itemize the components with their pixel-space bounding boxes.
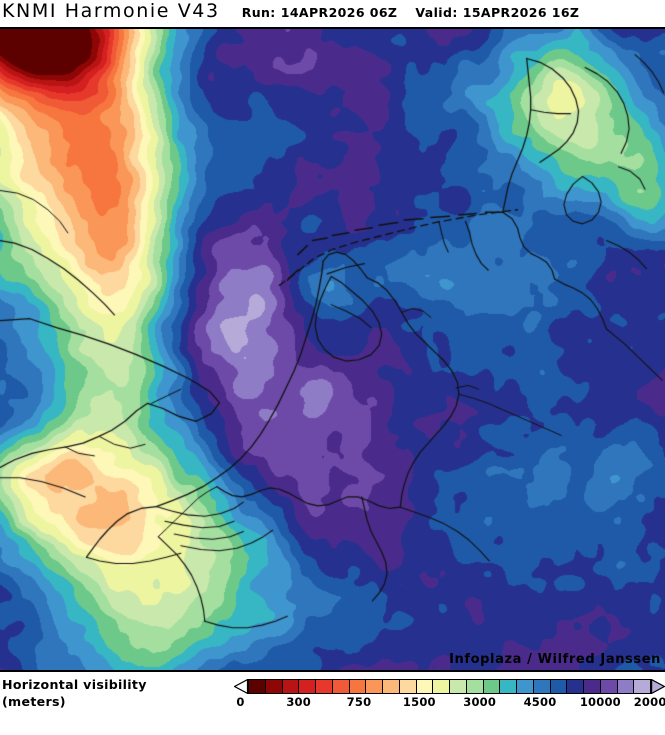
colorbar-tick-label: 20000 bbox=[633, 695, 665, 709]
left-triangle-cap-icon bbox=[234, 679, 248, 694]
colorbar-swatch bbox=[249, 680, 266, 693]
colorbar-swatch bbox=[332, 680, 350, 693]
colorbar-swatch bbox=[366, 680, 383, 693]
colorbar-swatch bbox=[533, 680, 551, 693]
model-title: KNMI Harmonie V43 bbox=[2, 0, 220, 22]
colorbar-tick-label: 10000 bbox=[579, 695, 621, 709]
visibility-map[interactable]: Infoplaza / Wilfred Janssen bbox=[0, 27, 665, 672]
right-triangle-cap-icon bbox=[651, 679, 665, 694]
colorbar-swatch bbox=[466, 680, 484, 693]
colorbar-swatches bbox=[248, 679, 651, 694]
colorbar-swatch bbox=[500, 680, 517, 693]
colorbar-swatch bbox=[483, 680, 501, 693]
colorbar-tick-label: 4500 bbox=[523, 695, 557, 709]
colorbar-swatch bbox=[517, 680, 534, 693]
colorbar-swatch bbox=[550, 680, 568, 693]
colorbar-tick-label: 750 bbox=[346, 695, 372, 709]
colorbar-swatch bbox=[433, 680, 450, 693]
valid-value: 15APR2026 16Z bbox=[462, 5, 580, 20]
colorbar-swatch bbox=[450, 680, 467, 693]
colorbar-swatch bbox=[399, 680, 417, 693]
colorbar-swatch bbox=[634, 680, 650, 693]
run-value: 14APR2026 06Z bbox=[280, 5, 398, 20]
colorbar-swatch bbox=[584, 680, 601, 693]
colorbar-area: 0 300 750 1500 3000 4500 10000 20000 bbox=[234, 676, 665, 724]
legend-title-line2: (meters) bbox=[2, 694, 66, 709]
header-bar: KNMI Harmonie V43 Run: 14APR2026 06Z Val… bbox=[0, 0, 665, 27]
map-raster bbox=[0, 29, 665, 670]
colorbar-swatch bbox=[265, 680, 283, 693]
colorbar-tick-label: 300 bbox=[286, 695, 311, 709]
colorbar-tick-label: 3000 bbox=[463, 695, 497, 709]
legend-title: Horizontal visibility (meters) bbox=[0, 676, 234, 710]
colorbar-legend: Horizontal visibility (meters) 0 300 750 15… bbox=[0, 672, 665, 733]
colorbar-swatch bbox=[567, 680, 584, 693]
colorbar-swatch bbox=[299, 680, 316, 693]
run-label: Run: bbox=[241, 5, 276, 20]
colorbar-swatch bbox=[416, 680, 434, 693]
colorbar-tick-label: 0 bbox=[236, 695, 245, 709]
colorbar-swatch bbox=[316, 680, 333, 693]
colorbar-swatch bbox=[282, 680, 300, 693]
colorbar-ticks: 0 300 750 1500 3000 4500 10000 20000 bbox=[234, 695, 665, 711]
colorbar-swatch bbox=[617, 680, 635, 693]
valid-time-group: Valid: 15APR2026 16Z bbox=[415, 5, 579, 20]
colorbar-row bbox=[234, 679, 665, 694]
colorbar-swatch bbox=[600, 680, 618, 693]
colorbar-tick-label: 1500 bbox=[402, 695, 436, 709]
colorbar-swatch bbox=[383, 680, 400, 693]
valid-label: Valid: bbox=[415, 5, 458, 20]
colorbar-swatch bbox=[349, 680, 367, 693]
legend-title-line1: Horizontal visibility bbox=[2, 677, 147, 692]
run-time-group: Run: 14APR2026 06Z bbox=[242, 5, 398, 20]
